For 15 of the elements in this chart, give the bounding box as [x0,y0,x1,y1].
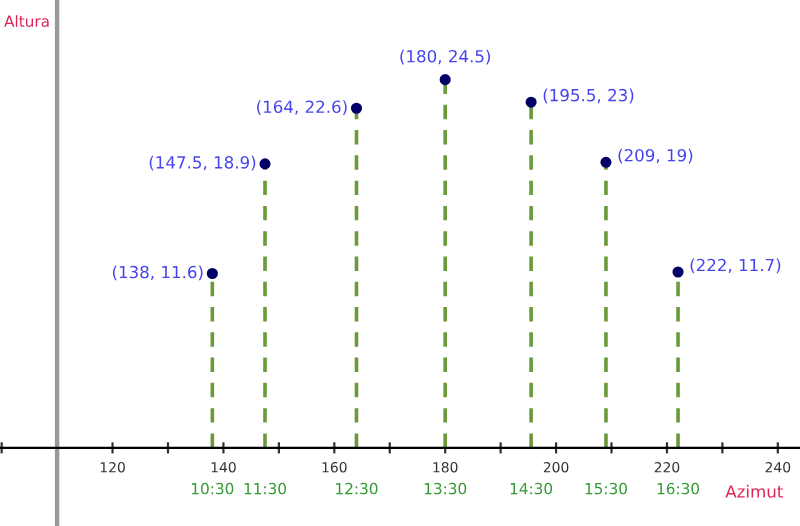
data-label: (222, 11.7) [690,258,781,274]
data-label: (180, 24.5) [400,49,491,65]
x-axis-title: Azimut [725,484,783,498]
point [600,156,612,168]
data-label: (147.5, 18.9) [149,155,256,171]
point [672,266,684,278]
data-label: (138, 11.6) [112,265,203,281]
data-label: (195.5, 23) [543,88,634,104]
data-label: (209, 19) [618,148,693,164]
point [350,102,363,114]
point [206,267,218,280]
point [439,74,451,86]
point [525,96,537,108]
point [259,158,271,170]
data-label: (164, 22.6) [257,100,347,115]
